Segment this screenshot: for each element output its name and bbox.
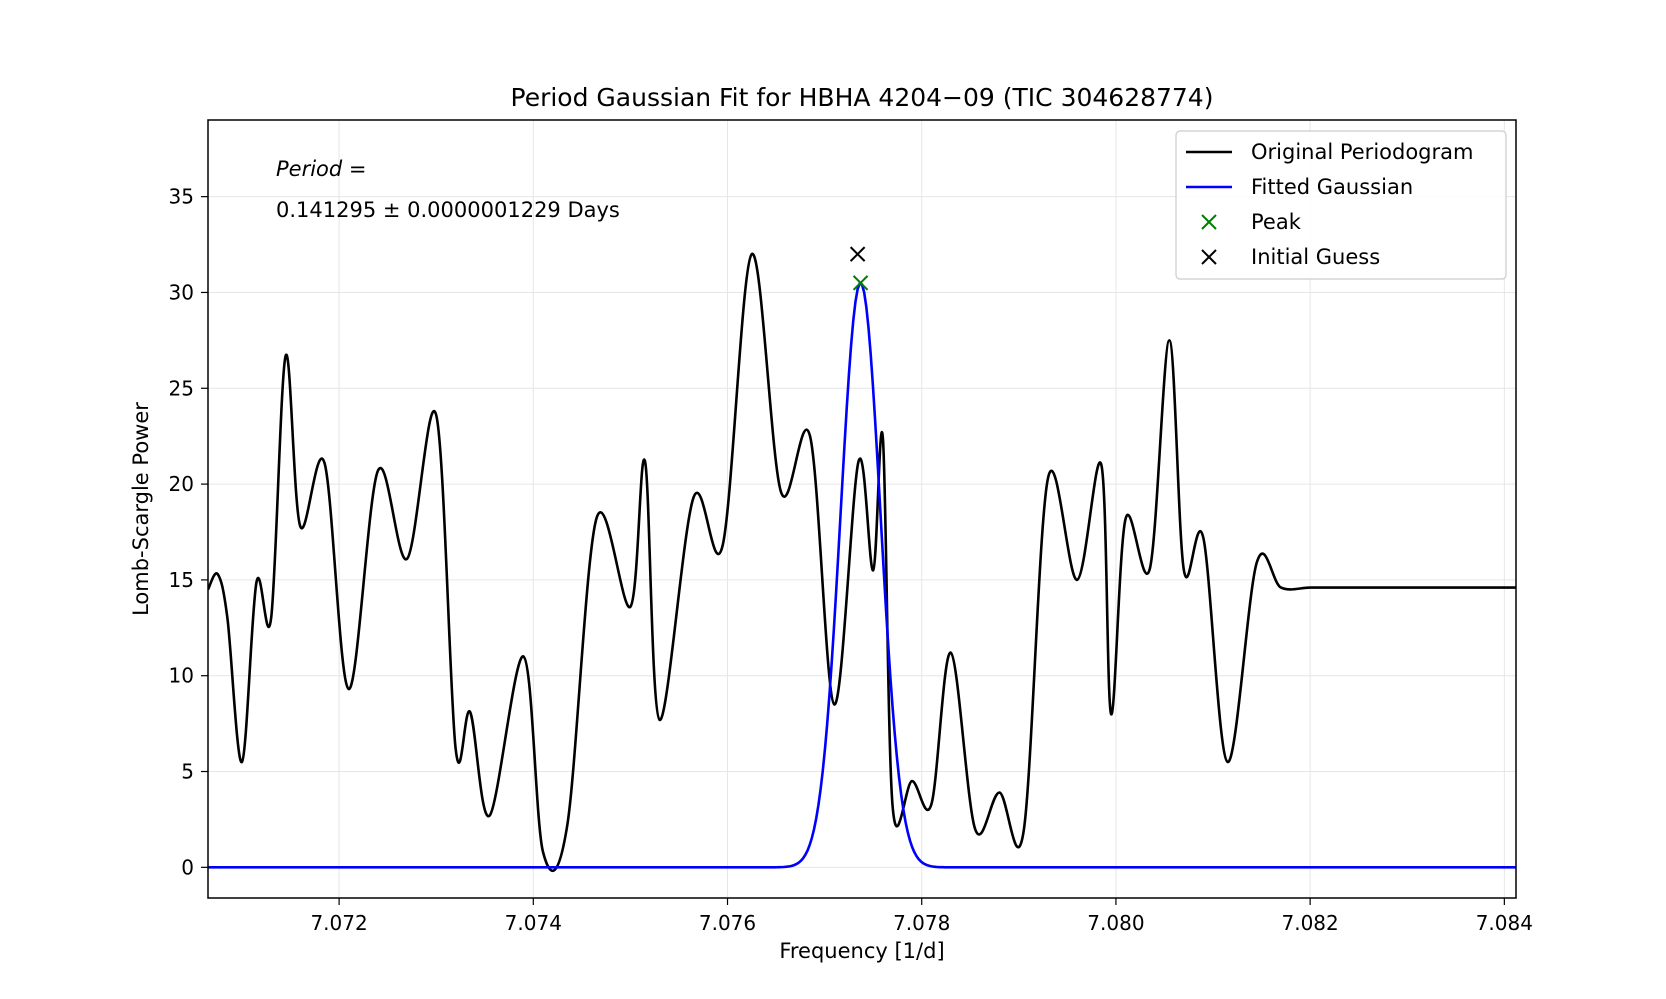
y-tick-label: 0 — [181, 855, 194, 879]
plot-area — [208, 252, 1516, 873]
y-tick-label: 35 — [169, 185, 194, 209]
series-fitted-gaussian-line — [208, 281, 1516, 869]
x-tick-label: 7.078 — [893, 911, 950, 935]
y-tick-label: 10 — [169, 664, 194, 688]
legend: Original Periodogram Fitted Gaussian Pea… — [1175, 130, 1507, 280]
legend-label-peak: Peak — [1251, 210, 1302, 234]
y-tick-label: 15 — [169, 568, 194, 592]
legend-swatch-peak — [1201, 214, 1217, 230]
y-tick-label: 25 — [169, 376, 194, 400]
chart-title: Period Gaussian Fit for HBHA 4204−09 (TI… — [511, 83, 1214, 112]
x-tick-label: 7.076 — [699, 911, 756, 935]
initial-guess-marker — [849, 246, 866, 262]
x-axis-label: Frequency [1/d] — [779, 939, 944, 963]
period-annotation-label: Period = — [276, 157, 367, 181]
x-ticks: 7.072 7.074 7.076 7.078 7.080 7.082 7.084 — [310, 898, 1533, 935]
x-tick-label: 7.074 — [505, 911, 562, 935]
y-ticks: 0 5 10 15 20 25 30 35 — [169, 185, 208, 879]
period-annotation-value: 0.141295 ± 0.0000001229 Days — [276, 198, 620, 222]
legend-label-original-periodogram: Original Periodogram — [1251, 140, 1473, 164]
x-tick-label: 7.084 — [1476, 911, 1533, 935]
legend-box — [1175, 130, 1507, 280]
y-axis-label: Lomb-Scargle Power — [129, 402, 153, 616]
peak-marker — [852, 275, 869, 291]
x-tick-label: 7.080 — [1087, 911, 1144, 935]
legend-label-fitted-gaussian: Fitted Gaussian — [1251, 175, 1413, 199]
x-tick-label: 7.082 — [1282, 911, 1339, 935]
series-original-periodogram-line — [208, 252, 1516, 873]
x-tick-label: 7.072 — [310, 911, 367, 935]
legend-swatch-initial-guess — [1201, 249, 1217, 265]
legend-label-initial-guess: Initial Guess — [1251, 245, 1380, 269]
y-tick-label: 20 — [169, 472, 194, 496]
axes-frame — [207, 119, 1517, 899]
y-tick-label: 5 — [181, 760, 194, 784]
y-tick-label: 30 — [169, 280, 194, 304]
